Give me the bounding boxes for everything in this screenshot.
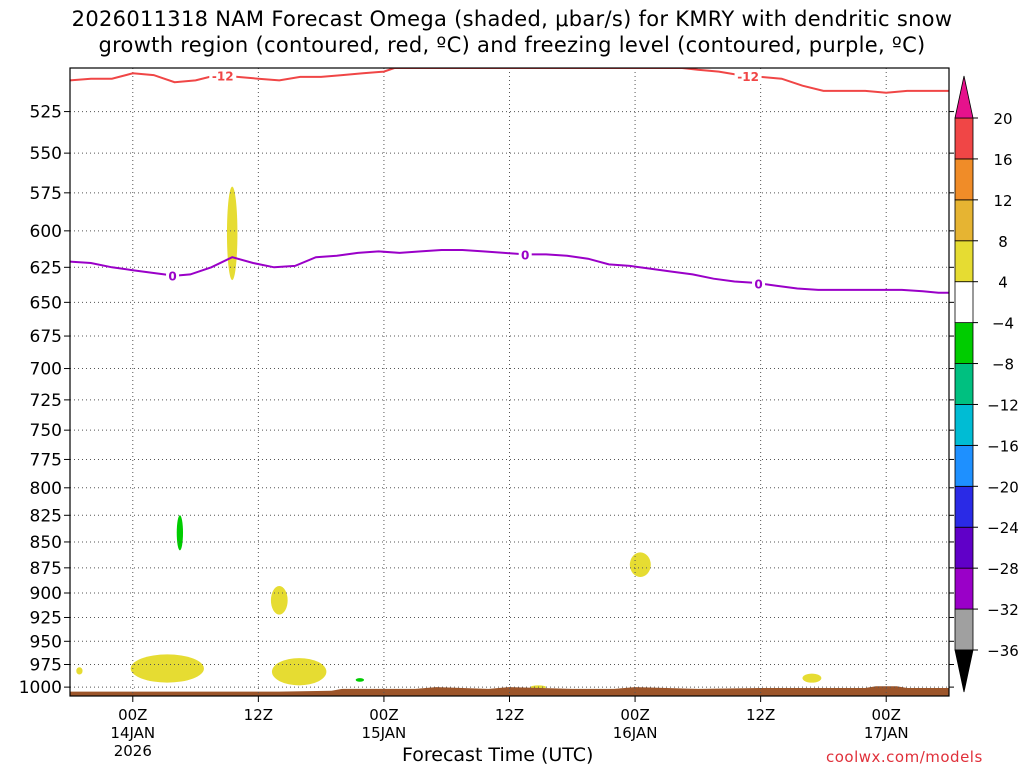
y-tick-label: 975 (30, 655, 62, 675)
y-tick-label: 900 (30, 584, 62, 604)
contour-label-bg (166, 269, 180, 283)
y-tick-label: 800 (30, 479, 62, 499)
x-tick-label: 12Z (495, 706, 524, 724)
plot-area (70, 68, 949, 696)
colorbar-label: 20 (993, 110, 1012, 128)
colorbar-label: −20 (987, 478, 1019, 496)
colorbar-segment (954, 444, 974, 487)
colorbar-segment (954, 608, 974, 651)
colorbar-segment (954, 158, 974, 201)
x-tick-label: 14JAN (110, 724, 155, 742)
chart-title: 2026011318 NAM Forecast Omega (shaded, μ… (0, 6, 1024, 58)
y-tick-label: 650 (30, 293, 62, 313)
colorbar-label: −24 (987, 519, 1019, 537)
colorbar-segment (954, 199, 974, 242)
chart-title-line2: growth region (contoured, red, ºC) and f… (98, 33, 926, 57)
x-tick-label: 00Z (369, 706, 398, 724)
colorbar-label: −16 (987, 437, 1019, 455)
y-tick-label: 600 (30, 222, 62, 242)
contour-line-0 (70, 249, 949, 294)
omega-shaded-region-7 (802, 673, 822, 683)
omega-shaded-region-6 (76, 667, 83, 675)
colorbar-segment (954, 485, 974, 528)
contour-label--12: -12 (212, 70, 234, 84)
colorbar-label: −28 (987, 560, 1019, 578)
y-tick-label: 950 (30, 632, 62, 652)
colorbar-segment (954, 526, 974, 569)
y-tick-label: 825 (30, 506, 62, 526)
y-tick-label: 525 (30, 103, 62, 123)
y-tick-label: 675 (30, 327, 62, 347)
colorbar-segment (954, 567, 974, 610)
x-tick-label: 16JAN (613, 724, 658, 742)
omega-shaded-region-9 (355, 678, 365, 682)
omega-shaded-region-5 (271, 658, 327, 686)
colorbar-segment (954, 281, 974, 324)
contour-label-bg (752, 277, 766, 291)
colorbar-label: −32 (987, 601, 1019, 619)
colorbar-under-triangle (954, 649, 974, 693)
x-axis-label: Forecast Time (UTC) (402, 744, 594, 766)
plot-layer: 0 0 0 -12 -12 (70, 68, 949, 696)
colorbar-segment (954, 363, 974, 405)
x-tick-label: 17JAN (864, 724, 909, 742)
y-tick-label: 1000 (19, 678, 62, 698)
chart-title-line1: 2026011318 NAM Forecast Omega (shaded, μ… (71, 7, 953, 31)
colorbar-label: 4 (998, 274, 1008, 292)
x-tick-label: 12Z (746, 706, 775, 724)
contour-label-bg (518, 248, 532, 262)
omega-shaded-region-4 (130, 654, 204, 683)
colorbar-label: 12 (993, 192, 1012, 210)
contour-label-0: 0 (521, 248, 529, 262)
colorbar-label: −4 (992, 315, 1014, 333)
y-tick-label: 725 (30, 391, 62, 411)
colorbar-label: −36 (987, 642, 1019, 660)
contour-label--12: -12 (737, 70, 759, 84)
y-tick-label: 925 (30, 608, 62, 628)
omega-shaded-region-2 (270, 586, 288, 615)
contour-label-0: 0 (754, 277, 762, 291)
x-tick-label: 00Z (620, 706, 649, 724)
colorbar-label: 8 (998, 233, 1008, 251)
x-tick-label: 15JAN (362, 724, 407, 742)
colorbar-segment (954, 117, 974, 160)
y-tick-label: 700 (30, 360, 62, 380)
x-tick-label: 00Z (118, 706, 147, 724)
contour-label-bg (734, 69, 762, 83)
contour-line--12 (70, 68, 949, 94)
y-tick-label: 750 (30, 421, 62, 441)
omega-shaded-region-3 (629, 552, 651, 577)
y-tick-label: 875 (30, 559, 62, 579)
contour-label-bg (209, 69, 237, 83)
y-tick-label: 550 (30, 144, 62, 164)
colorbar-label: 16 (993, 151, 1012, 169)
contour-label-0: 0 (168, 270, 176, 284)
omega-shaded-region-1 (176, 515, 184, 551)
colorbar-label: −8 (992, 356, 1014, 374)
terrain-fill (70, 686, 949, 696)
colorbar-segment (954, 322, 974, 364)
x-tick-label: 2026 (114, 742, 152, 760)
colorbar-segment (954, 404, 974, 446)
x-tick-label: 00Z (872, 706, 901, 724)
y-tick-label: 850 (30, 533, 62, 553)
source-credit: coolwx.com/models (826, 748, 983, 766)
omega-shaded-region-0 (226, 186, 238, 281)
colorbar-segment (954, 240, 974, 283)
x-tick-label: 12Z (244, 706, 273, 724)
colorbar-label: −12 (987, 396, 1019, 414)
colorbar-over-triangle (954, 75, 974, 119)
y-tick-label: 575 (30, 184, 62, 204)
y-tick-label: 625 (30, 258, 62, 278)
y-tick-label: 775 (30, 450, 62, 470)
